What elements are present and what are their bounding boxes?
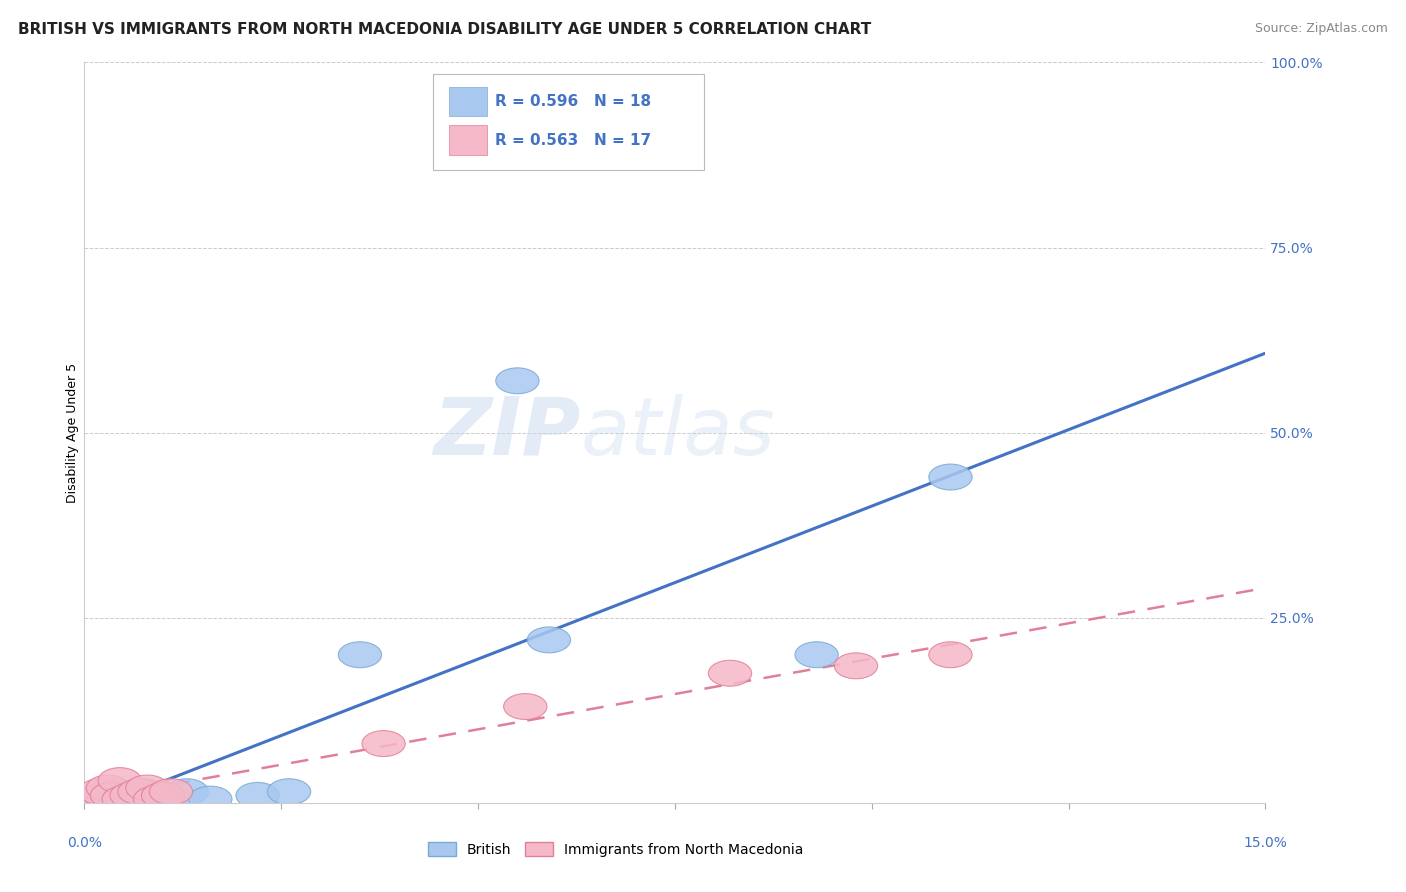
Ellipse shape <box>267 779 311 805</box>
Ellipse shape <box>709 660 752 686</box>
Text: R = 0.596   N = 18: R = 0.596 N = 18 <box>495 95 651 109</box>
Text: atlas: atlas <box>581 393 775 472</box>
Ellipse shape <box>834 653 877 679</box>
Ellipse shape <box>503 694 547 720</box>
Ellipse shape <box>527 627 571 653</box>
Ellipse shape <box>70 786 114 812</box>
Ellipse shape <box>75 786 118 812</box>
FancyBboxPatch shape <box>450 87 486 117</box>
Ellipse shape <box>103 786 145 812</box>
Ellipse shape <box>79 779 122 805</box>
Text: 0.0%: 0.0% <box>67 836 101 850</box>
Ellipse shape <box>165 779 208 805</box>
Text: BRITISH VS IMMIGRANTS FROM NORTH MACEDONIA DISABILITY AGE UNDER 5 CORRELATION CH: BRITISH VS IMMIGRANTS FROM NORTH MACEDON… <box>18 22 872 37</box>
Ellipse shape <box>339 641 381 668</box>
Ellipse shape <box>142 782 184 808</box>
FancyBboxPatch shape <box>433 73 704 169</box>
Ellipse shape <box>105 782 149 808</box>
Ellipse shape <box>90 779 134 805</box>
Text: 15.0%: 15.0% <box>1243 836 1288 850</box>
Ellipse shape <box>125 775 169 801</box>
Ellipse shape <box>134 786 177 812</box>
Ellipse shape <box>236 782 280 808</box>
Ellipse shape <box>118 779 162 805</box>
Ellipse shape <box>129 786 173 812</box>
FancyBboxPatch shape <box>450 126 486 155</box>
Text: Source: ZipAtlas.com: Source: ZipAtlas.com <box>1254 22 1388 36</box>
Ellipse shape <box>794 641 838 668</box>
Text: ZIP: ZIP <box>433 393 581 472</box>
Ellipse shape <box>114 786 157 812</box>
Ellipse shape <box>86 775 129 801</box>
Ellipse shape <box>90 782 134 808</box>
Ellipse shape <box>142 782 184 808</box>
Ellipse shape <box>110 782 153 808</box>
Ellipse shape <box>496 368 538 393</box>
Ellipse shape <box>929 641 972 668</box>
Legend: British, Immigrants from North Macedonia: British, Immigrants from North Macedonia <box>422 837 810 863</box>
Y-axis label: Disability Age Under 5: Disability Age Under 5 <box>66 362 79 503</box>
Ellipse shape <box>98 768 142 794</box>
Text: R = 0.563   N = 17: R = 0.563 N = 17 <box>495 133 651 148</box>
Ellipse shape <box>122 779 165 805</box>
Ellipse shape <box>188 786 232 812</box>
Ellipse shape <box>929 464 972 490</box>
Ellipse shape <box>149 779 193 805</box>
Ellipse shape <box>83 782 125 808</box>
Ellipse shape <box>361 731 405 756</box>
Ellipse shape <box>98 786 142 812</box>
